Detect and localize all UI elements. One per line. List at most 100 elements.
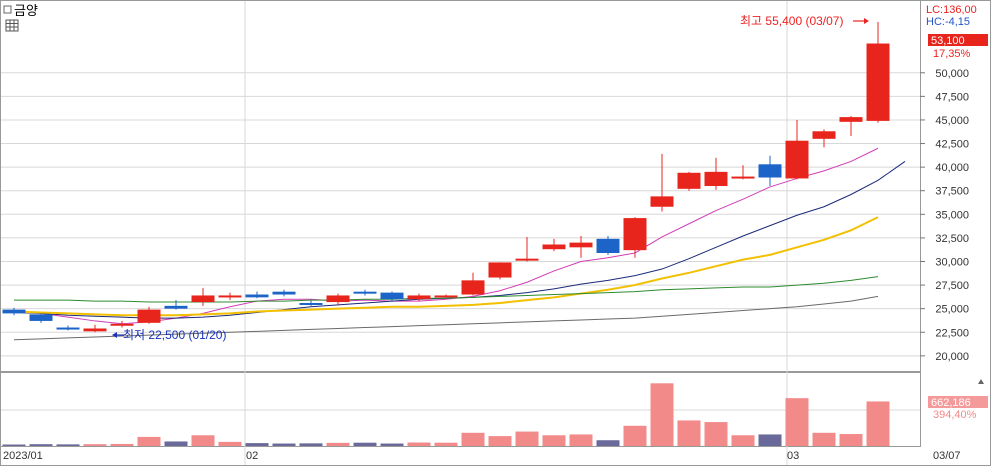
x-label-02: 02 bbox=[246, 450, 258, 462]
x-label-03: 03 bbox=[787, 450, 799, 462]
volume-bar bbox=[542, 435, 566, 446]
candle bbox=[56, 325, 80, 331]
volume-bar bbox=[2, 444, 26, 446]
price-tick-label: 22,500 bbox=[935, 327, 969, 339]
price-tick-label: 20,000 bbox=[935, 351, 969, 363]
x-label-current-date: 03/07 bbox=[933, 450, 961, 462]
candle bbox=[110, 320, 134, 328]
grid-lines bbox=[1, 1, 920, 465]
volume-bar bbox=[461, 432, 485, 446]
price-tick-label: 47,500 bbox=[935, 91, 969, 103]
volume-bar bbox=[488, 436, 512, 446]
price-tick-label: 45,000 bbox=[935, 115, 969, 127]
volume-bar bbox=[515, 431, 539, 446]
ma-line-ma60 bbox=[14, 276, 879, 303]
volume-bar bbox=[56, 444, 80, 446]
price-tick-label: 32,500 bbox=[935, 233, 969, 245]
volume-bar bbox=[569, 434, 593, 446]
candle bbox=[623, 217, 647, 258]
ma-line-ma120 bbox=[13, 295, 879, 341]
candle bbox=[515, 236, 539, 262]
high-arrow-icon bbox=[853, 18, 869, 24]
volume-bar bbox=[29, 444, 53, 446]
price-tick-label: 50,000 bbox=[935, 68, 969, 80]
volume-bar bbox=[650, 383, 674, 446]
candle bbox=[758, 155, 782, 186]
volume-bar bbox=[299, 443, 323, 446]
price-tick-label: 37,500 bbox=[935, 186, 969, 198]
volume-bar bbox=[704, 422, 728, 446]
x-label-2023-01: 2023/01 bbox=[3, 450, 43, 462]
candle bbox=[380, 291, 404, 302]
volume-bar bbox=[110, 443, 134, 446]
price-tick-label: 42,500 bbox=[935, 139, 969, 151]
candle bbox=[353, 289, 377, 296]
low-annotation: 최저 22,500 (01/20) bbox=[123, 328, 226, 342]
lc-value: LC:136,00 bbox=[926, 4, 977, 16]
volume-bar bbox=[839, 434, 863, 446]
volume-change-pct: 394,40% bbox=[933, 409, 977, 421]
volume-bar bbox=[866, 401, 890, 446]
candle bbox=[569, 236, 593, 258]
candle bbox=[866, 21, 890, 123]
price-tick-label: 30,000 bbox=[935, 256, 969, 268]
candle bbox=[434, 294, 458, 298]
candle bbox=[272, 289, 296, 297]
volume-bar bbox=[245, 443, 269, 446]
volume-bar bbox=[731, 435, 755, 446]
candle bbox=[650, 153, 674, 212]
current-price: 53,100 bbox=[931, 35, 965, 47]
candle bbox=[407, 293, 431, 302]
volume-bar bbox=[326, 442, 350, 446]
candle bbox=[326, 293, 350, 305]
current-price-badge bbox=[928, 34, 988, 46]
volume-bar bbox=[191, 435, 215, 446]
hc-value: HC:-4,15 bbox=[926, 16, 970, 28]
volume-bar bbox=[407, 442, 431, 446]
volume-bar bbox=[758, 434, 782, 446]
candle bbox=[785, 119, 809, 180]
volume-bar bbox=[677, 420, 701, 446]
candle bbox=[299, 300, 323, 306]
collapse-icon[interactable] bbox=[3, 5, 12, 14]
candle bbox=[812, 129, 836, 148]
price-tick-label: 40,000 bbox=[935, 162, 969, 174]
scroll-up-icon[interactable] bbox=[978, 379, 984, 384]
volume-bar bbox=[353, 442, 377, 446]
volume-panel-border bbox=[0, 372, 921, 447]
volume-bar bbox=[83, 444, 107, 446]
candle bbox=[245, 291, 269, 299]
candle bbox=[839, 116, 863, 136]
candle bbox=[164, 300, 188, 310]
stock-name: 금양 bbox=[14, 3, 38, 18]
high-annotation: 최고 55,400 (03/07) bbox=[740, 14, 843, 28]
candles bbox=[2, 21, 890, 333]
low-arrow-icon bbox=[112, 332, 124, 338]
candle bbox=[488, 262, 512, 280]
current-volume: 662,186 bbox=[931, 397, 971, 409]
price-tick-label: 25,000 bbox=[935, 304, 969, 316]
candle bbox=[677, 171, 701, 191]
volume-bar bbox=[812, 432, 836, 446]
volume-bars bbox=[2, 383, 890, 446]
grid-table-icon[interactable] bbox=[5, 19, 19, 32]
candle bbox=[29, 313, 53, 323]
candle bbox=[596, 236, 620, 255]
volume-bar bbox=[164, 441, 188, 446]
volume-bar bbox=[137, 436, 161, 446]
candle bbox=[137, 306, 161, 324]
volume-bar bbox=[596, 440, 620, 446]
price-panel-border bbox=[0, 0, 921, 372]
candle bbox=[2, 307, 26, 316]
candle bbox=[218, 292, 242, 301]
candle bbox=[731, 165, 755, 180]
volume-bar bbox=[785, 398, 809, 446]
volume-bar bbox=[623, 425, 647, 446]
candle bbox=[704, 157, 728, 190]
volume-bar bbox=[380, 443, 404, 446]
candle bbox=[83, 324, 107, 333]
candle bbox=[461, 272, 485, 296]
